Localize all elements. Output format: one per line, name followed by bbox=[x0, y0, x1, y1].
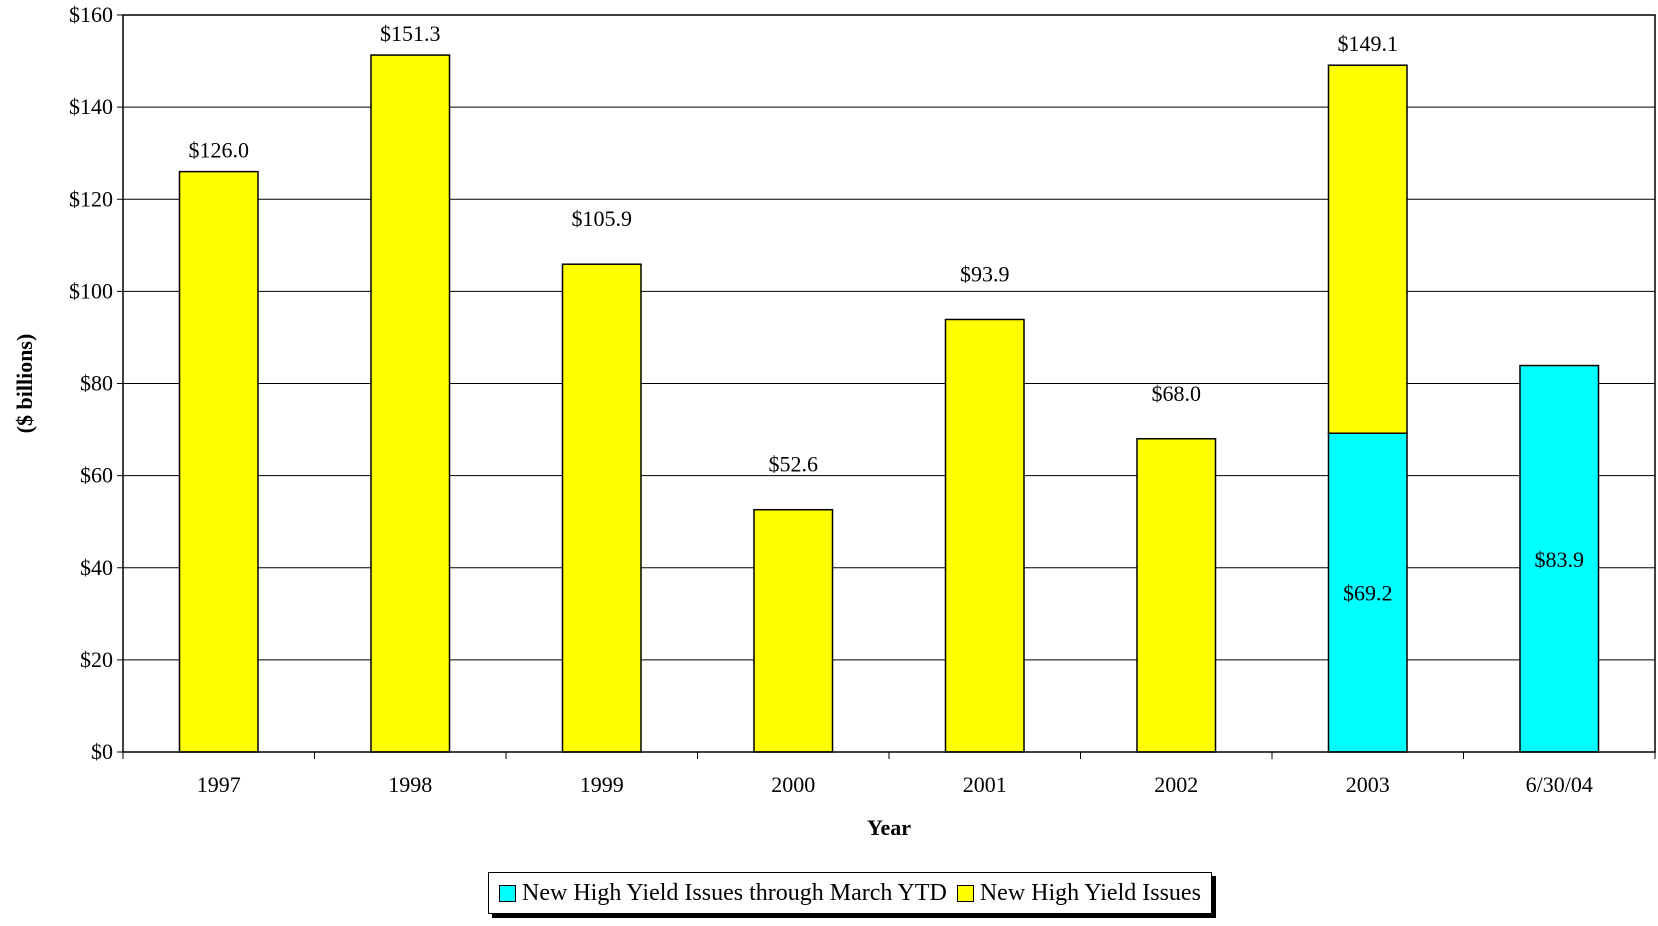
bar-total bbox=[370, 54, 451, 753]
x-tick-label: 1998 bbox=[388, 772, 432, 797]
legend-swatch-ytd bbox=[499, 884, 516, 902]
data-label: $83.9 bbox=[1535, 547, 1585, 572]
y-tick-label: $160 bbox=[69, 2, 113, 27]
data-label: $52.6 bbox=[769, 452, 819, 477]
legend-label-ytd: New High Yield Issues through March YTD bbox=[522, 879, 947, 906]
y-tick-label: $60 bbox=[80, 463, 113, 488]
data-label: $105.9 bbox=[572, 206, 633, 231]
x-axis-title: Year bbox=[867, 815, 911, 840]
bar-total bbox=[944, 318, 1025, 753]
y-tick-label: $80 bbox=[80, 371, 113, 396]
y-tick-label: $40 bbox=[80, 555, 113, 580]
bar-ytd bbox=[1519, 364, 1600, 753]
legend-item-total: New High Yield Issues bbox=[956, 879, 1201, 907]
data-label: $149.1 bbox=[1338, 31, 1399, 56]
y-tick-label: $100 bbox=[69, 278, 113, 303]
x-tick-label: 2001 bbox=[963, 772, 1007, 797]
data-label: $93.9 bbox=[960, 261, 1010, 286]
data-label: $126.0 bbox=[189, 138, 250, 163]
bar-ytd bbox=[1327, 432, 1408, 753]
data-label: $68.0 bbox=[1152, 381, 1202, 406]
legend-swatch-total bbox=[956, 884, 974, 902]
x-tick-label: 2000 bbox=[771, 772, 815, 797]
bar-total bbox=[1136, 438, 1217, 753]
legend-label-total: New High Yield Issues bbox=[979, 879, 1201, 906]
x-tick-label: 6/30/04 bbox=[1526, 772, 1593, 797]
x-tick-label: 1999 bbox=[580, 772, 624, 797]
bar-total bbox=[178, 170, 259, 753]
y-tick-label: $0 bbox=[91, 739, 113, 764]
x-tick-label: 2002 bbox=[1154, 772, 1198, 797]
data-label: $151.3 bbox=[380, 21, 441, 46]
x-tick-label: 1997 bbox=[197, 772, 241, 797]
y-tick-label: $20 bbox=[80, 647, 113, 672]
bar-total bbox=[1327, 64, 1408, 434]
bar-total bbox=[753, 508, 834, 753]
data-label: $69.2 bbox=[1343, 581, 1393, 606]
bar-total bbox=[561, 263, 642, 753]
x-tick-label: 2003 bbox=[1346, 772, 1390, 797]
legend: New High Yield Issues through March YTD … bbox=[488, 872, 1212, 914]
y-axis-title: ($ billions) bbox=[12, 334, 37, 434]
y-tick-label: $140 bbox=[69, 94, 113, 119]
legend-item-ytd: New High Yield Issues through March YTD bbox=[499, 880, 947, 907]
y-tick-label: $120 bbox=[69, 186, 113, 211]
